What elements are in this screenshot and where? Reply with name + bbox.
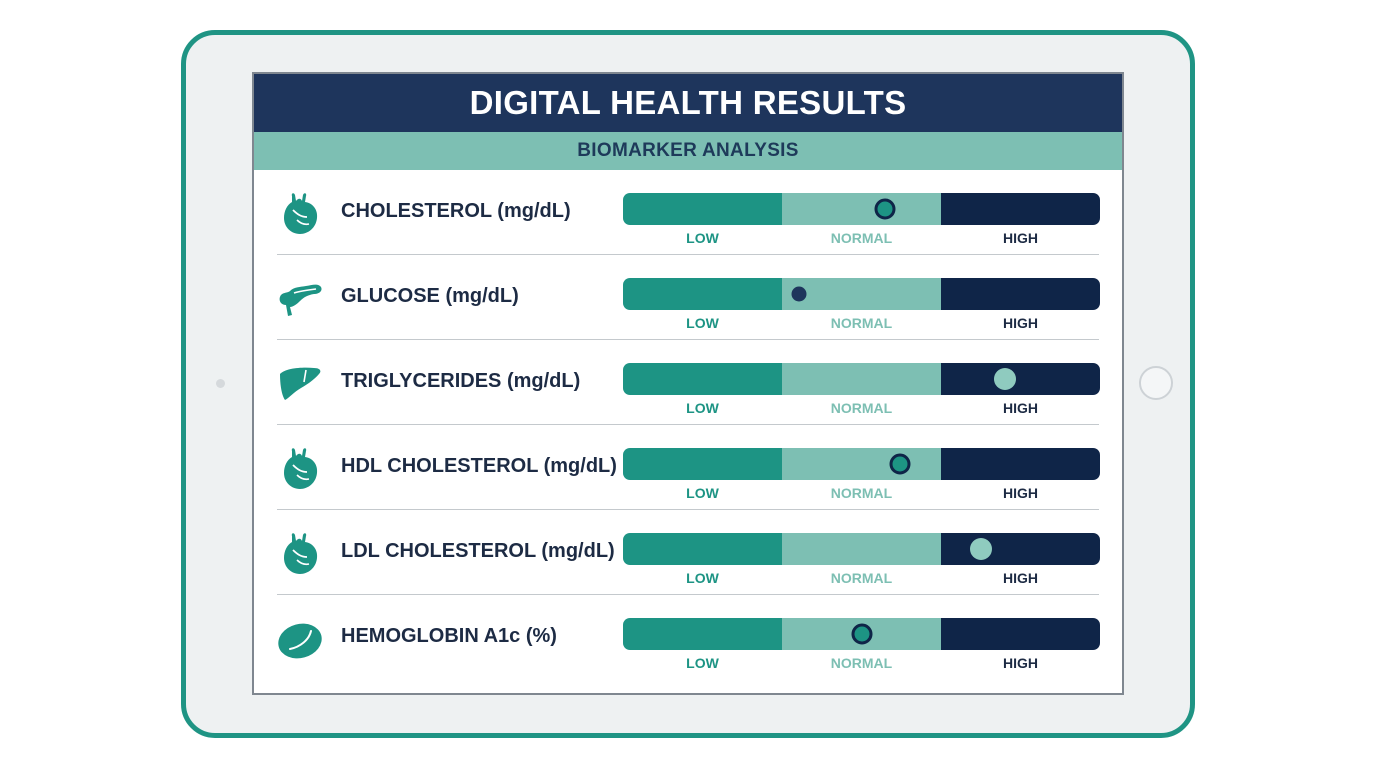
zone-label-high: HIGH: [1003, 315, 1038, 331]
zone-label-high: HIGH: [1003, 655, 1038, 671]
biomarker-label: HDL CHOLESTEROL (mg/dL): [341, 455, 617, 477]
range-segment-normal: [782, 363, 941, 395]
biomarker-row: HDL CHOLESTEROL (mg/dL) LOW NORMAL HIGH: [254, 425, 1122, 510]
range-bar: [623, 533, 1100, 565]
zone-label-high: HIGH: [1003, 485, 1038, 501]
row-divider: [277, 509, 1099, 510]
zone-label-high: HIGH: [1003, 230, 1038, 246]
biomarker-label: HEMOGLOBIN A1c (%): [341, 625, 557, 647]
range-bar: [623, 278, 1100, 310]
row-divider: [277, 254, 1099, 255]
range-zone-labels: LOW NORMAL HIGH: [623, 485, 1100, 501]
zone-label-low: LOW: [686, 485, 719, 501]
biomarker-row: LDL CHOLESTEROL (mg/dL) LOW NORMAL HIGH: [254, 510, 1122, 595]
zone-label-normal: NORMAL: [830, 230, 893, 246]
range-segment-high: [941, 278, 1100, 310]
biomarker-row: CHOLESTEROL (mg/dL) LOW NORMAL HIGH: [254, 170, 1122, 255]
range-bar: [623, 193, 1100, 225]
liver-icon: [276, 360, 324, 408]
range-zone-labels: LOW NORMAL HIGH: [623, 230, 1100, 246]
heart-icon: [276, 445, 324, 493]
biomarker-label: LDL CHOLESTEROL (mg/dL): [341, 540, 615, 562]
range-segment-low: [623, 448, 782, 480]
range-segment-high: [941, 533, 1100, 565]
range-zone-labels: LOW NORMAL HIGH: [623, 400, 1100, 416]
zone-label-high: HIGH: [1003, 570, 1038, 586]
value-marker: [993, 368, 1016, 390]
range-bar: [623, 618, 1100, 650]
zone-label-low: LOW: [686, 230, 719, 246]
row-divider: [277, 339, 1099, 340]
camera-dot: [216, 379, 225, 388]
blood-cell-icon: [276, 615, 324, 663]
biomarker-row: TRIGLYCERIDES (mg/dL) LOW NORMAL HIGH: [254, 340, 1122, 425]
range-segment-low: [623, 278, 782, 310]
range-segment-low: [623, 533, 782, 565]
biomarker-label: CHOLESTEROL (mg/dL): [341, 200, 571, 222]
zone-label-low: LOW: [686, 315, 719, 331]
zone-label-normal: NORMAL: [830, 485, 893, 501]
row-divider: [277, 594, 1099, 595]
range-bar: [623, 363, 1100, 395]
range-segment-low: [623, 193, 782, 225]
range-segment-normal: [782, 533, 941, 565]
biomarker-row: HEMOGLOBIN A1c (%) LOW NORMAL HIGH: [254, 595, 1122, 680]
section-subtitle: BIOMARKER ANALYSIS: [254, 132, 1122, 170]
value-marker: [851, 623, 872, 645]
range-segment-low: [623, 618, 782, 650]
value-marker: [889, 453, 911, 475]
range-segment-normal: [782, 448, 941, 480]
range-zone-labels: LOW NORMAL HIGH: [623, 655, 1100, 671]
zone-label-normal: NORMAL: [830, 400, 893, 416]
zone-label-low: LOW: [686, 655, 719, 671]
biomarker-label: GLUCOSE (mg/dL): [341, 285, 519, 307]
range-bar: [623, 448, 1100, 480]
zone-label-low: LOW: [686, 400, 719, 416]
heart-icon: [276, 530, 324, 578]
range-segment-normal: [782, 278, 941, 310]
value-marker: [874, 198, 896, 220]
value-marker: [969, 538, 992, 560]
range-segment-normal: [782, 193, 941, 225]
row-divider: [277, 424, 1099, 425]
range-segment-high: [941, 448, 1100, 480]
range-zone-labels: LOW NORMAL HIGH: [623, 570, 1100, 586]
zone-label-normal: NORMAL: [830, 315, 893, 331]
zone-label-high: HIGH: [1003, 400, 1038, 416]
pancreas-icon: [276, 275, 324, 323]
zone-label-normal: NORMAL: [830, 655, 893, 671]
value-marker: [791, 286, 807, 302]
biomarker-row: GLUCOSE (mg/dL) LOW NORMAL HIGH: [254, 255, 1122, 340]
range-segment-high: [941, 363, 1100, 395]
range-segment-high: [941, 618, 1100, 650]
results-screen: DIGITAL HEALTH RESULTS BIOMARKER ANALYSI…: [252, 72, 1124, 695]
range-zone-labels: LOW NORMAL HIGH: [623, 315, 1100, 331]
page-title: DIGITAL HEALTH RESULTS: [254, 74, 1122, 132]
range-segment-low: [623, 363, 782, 395]
biomarker-label: TRIGLYCERIDES (mg/dL): [341, 370, 581, 392]
range-segment-high: [941, 193, 1100, 225]
zone-label-normal: NORMAL: [830, 570, 893, 586]
heart-icon: [276, 190, 324, 238]
home-button[interactable]: [1139, 366, 1173, 400]
zone-label-low: LOW: [686, 570, 719, 586]
